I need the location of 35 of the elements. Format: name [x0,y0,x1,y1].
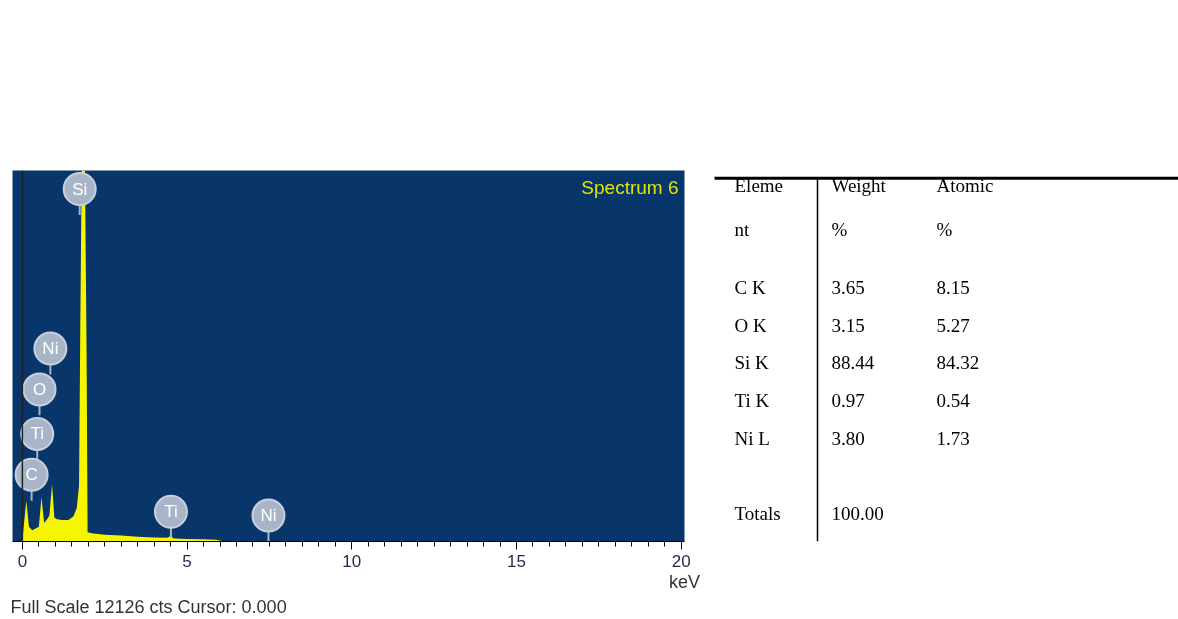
text: 5.27 [936,314,970,336]
x-tick-label: 10 [342,551,362,571]
annotation: C [25,465,38,485]
text: 3.80 [831,427,865,449]
text: Weight % [831,175,886,241]
x-tick-label: 0 [17,551,28,571]
text: Si K [734,352,770,374]
text: 3.15 [831,314,865,336]
text: C K [734,277,766,299]
text: Full Scale 12126 cts Cursor: 0.000 [10,596,287,617]
text: 0.97 [831,390,865,412]
x-tick-label: 5 [182,551,192,571]
text: Totals [734,503,781,525]
text: Atomic % [936,175,994,241]
text: 1.73 [936,427,970,449]
text: Ni L [734,427,770,449]
text: 3.65 [831,277,865,299]
text: 0.54 [936,390,971,412]
text: Ti K [734,390,770,412]
x-tick-label: 15 [507,551,526,571]
annotation: Si [72,179,88,199]
text: 8.15 [936,277,970,299]
chart-title: Spectrum 6 [581,176,679,198]
text: 88.44 [831,352,875,374]
text: O K [734,314,767,336]
annotation: Ti [164,502,178,522]
annotation: Ti [30,424,44,444]
annotation: O [32,379,47,399]
x-tick-label: 20 [671,551,691,571]
annotation: Ni [42,339,59,359]
text: 84.32 [936,352,980,374]
text: Eleme nt [734,175,784,241]
x-axis-title: keV [668,571,701,592]
annotation: Ni [260,506,277,526]
text: 100.00 [831,503,884,525]
